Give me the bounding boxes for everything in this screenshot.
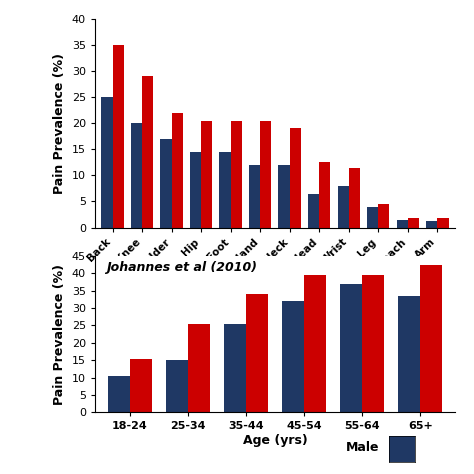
- Bar: [108, 376, 130, 412]
- Bar: [188, 324, 210, 412]
- Bar: [397, 220, 408, 228]
- Bar: [367, 207, 378, 228]
- Bar: [130, 358, 152, 412]
- Bar: [278, 165, 290, 228]
- Bar: [426, 221, 438, 228]
- Bar: [408, 218, 419, 228]
- Bar: [308, 194, 319, 228]
- Bar: [224, 324, 246, 412]
- X-axis label: Body Site: Body Site: [241, 284, 309, 297]
- Bar: [378, 204, 390, 228]
- Bar: [101, 97, 112, 228]
- Y-axis label: Pain Prevalence (%): Pain Prevalence (%): [53, 53, 66, 194]
- Y-axis label: Pain Prevalence (%): Pain Prevalence (%): [53, 264, 66, 405]
- Text: Johannes et al (2010): Johannes et al (2010): [106, 261, 256, 273]
- Bar: [319, 163, 330, 228]
- Bar: [290, 128, 301, 228]
- Bar: [260, 121, 272, 228]
- Bar: [142, 76, 153, 228]
- Bar: [362, 275, 384, 412]
- Bar: [190, 152, 201, 228]
- Bar: [340, 284, 362, 412]
- Bar: [337, 186, 349, 228]
- Bar: [131, 123, 142, 228]
- X-axis label: Age (yrs): Age (yrs): [243, 434, 307, 447]
- Bar: [112, 45, 124, 228]
- Bar: [438, 218, 448, 228]
- Bar: [282, 301, 304, 412]
- Bar: [172, 113, 183, 228]
- Bar: [166, 360, 188, 412]
- Bar: [249, 165, 260, 228]
- Bar: [201, 121, 212, 228]
- Bar: [246, 294, 268, 412]
- Bar: [160, 139, 172, 228]
- Text: Male: Male: [346, 441, 379, 455]
- Bar: [398, 296, 420, 412]
- Bar: [231, 121, 242, 228]
- Bar: [349, 168, 360, 228]
- Bar: [304, 275, 326, 412]
- Bar: [219, 152, 231, 228]
- Bar: [420, 264, 442, 412]
